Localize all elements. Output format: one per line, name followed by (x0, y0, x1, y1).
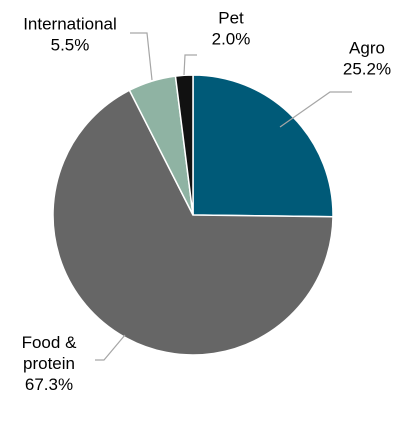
data-label-category: protein (23, 354, 75, 373)
data-label-value: 25.2% (343, 60, 391, 79)
data-label-value: 67.3% (25, 375, 73, 394)
pie-slice-food-protein (52, 89, 334, 356)
data-label-agro: Agro 25.2% (343, 39, 391, 79)
data-label-food-protein: Food & protein 67.3% (22, 333, 77, 394)
data-label-category: International (23, 15, 117, 34)
data-label-category: Agro (349, 39, 385, 58)
leader-line-international (130, 32, 153, 81)
data-label-international: International 5.5% (23, 15, 117, 55)
data-label-value: 2.0% (212, 30, 251, 49)
leader-line-pet (183, 54, 197, 76)
leader-lines-layer (95, 32, 352, 361)
leader-line-food-protein (95, 334, 126, 361)
data-label-category: Pet (218, 9, 244, 28)
pie-slice-agro (192, 74, 334, 218)
data-labels-layer: Agro 25.2% Food & protein 67.3% International… (22, 9, 392, 395)
leader-line-agro (279, 91, 352, 128)
data-label-pet: Pet 2.0% (212, 9, 251, 49)
data-label-value: 5.5% (51, 36, 90, 55)
pie-slice-pet (174, 74, 194, 216)
data-label-category: Food & (22, 333, 77, 352)
slices-layer (52, 74, 334, 356)
